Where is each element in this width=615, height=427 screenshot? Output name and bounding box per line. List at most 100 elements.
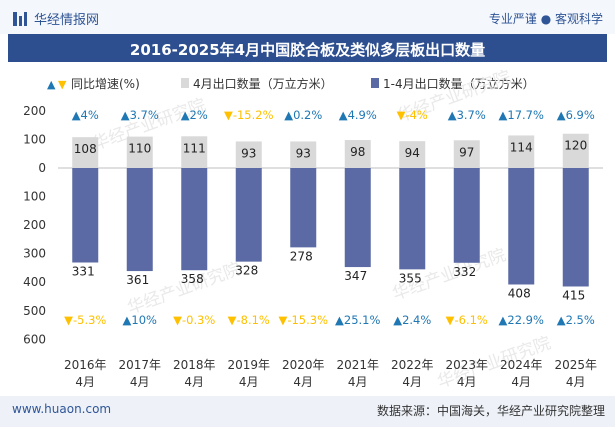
april-bar: [126, 136, 153, 168]
x-category-label: 2022年: [391, 358, 434, 372]
x-category-label: 2025年: [554, 358, 597, 372]
cumulative-value-label: 408: [508, 286, 531, 300]
april-bar: [181, 136, 208, 168]
april-bar: [562, 133, 589, 168]
legend-april-swatch: [181, 78, 189, 88]
cumulative-bar: [181, 168, 208, 271]
legend-april-label: 4月出口数量（万立方米）: [193, 76, 333, 91]
growth-april-label: ▲3.7%: [448, 108, 486, 122]
cumulative-bar: [290, 168, 317, 248]
legend-up-triangle: ▲: [47, 78, 56, 91]
cumulative-value-label: 328: [235, 264, 258, 278]
growth-april-label: ▲2%: [181, 108, 208, 122]
cumulative-bar: [562, 168, 589, 287]
cumulative-value-label: 332: [453, 265, 476, 279]
y-tick-label: 400: [23, 275, 46, 289]
y-tick-label: 200: [23, 104, 46, 118]
x-category-label: 4月: [402, 375, 422, 389]
april-value-label: 120: [564, 139, 587, 153]
growth-april-label: ▲4.9%: [339, 108, 377, 122]
x-category-label: 2020年: [282, 358, 325, 372]
x-category-label: 4月: [184, 375, 204, 389]
april-value-label: 108: [74, 142, 97, 156]
x-category-label: 4月: [239, 375, 259, 389]
cumulative-bar: [72, 168, 99, 263]
growth-april-label: ▲3.7%: [121, 108, 159, 122]
x-category-label: 4月: [348, 375, 368, 389]
cumulative-value-label: 278: [290, 249, 313, 263]
growth-april-label: ▼-4%: [397, 108, 428, 122]
growth-cumulative-label: ▲10%: [123, 313, 157, 327]
legend-growth-label: 同比增速(%): [71, 77, 140, 91]
x-category-label: 4月: [511, 375, 531, 389]
y-tick-label: 0: [38, 161, 46, 175]
cumulative-value-label: 415: [562, 288, 585, 302]
growth-cumulative-label: ▼-15.3%: [278, 313, 328, 327]
april-bar: [290, 141, 317, 168]
growth-cumulative-label: ▼-6.1%: [446, 313, 488, 327]
x-category-label: 4月: [293, 375, 313, 389]
data-source: 数据来源：中国海关，华经产业研究院整理: [376, 404, 605, 418]
april-bar: [453, 140, 480, 168]
april-value-label: 110: [128, 142, 151, 156]
cumulative-value-label: 355: [399, 271, 422, 285]
growth-cumulative-label: ▲25.1%: [335, 313, 380, 327]
april-value-label: 97: [459, 145, 474, 159]
legend-cumulative-swatch: [371, 78, 379, 88]
y-tick-label: 500: [23, 304, 46, 318]
x-category-label: 2016年: [64, 358, 107, 372]
april-value-label: 93: [296, 146, 311, 160]
growth-april-label: ▲0.2%: [284, 108, 322, 122]
legend-down-triangle: ▼: [58, 78, 67, 91]
x-category-label: 2024年: [500, 358, 543, 372]
cumulative-bar: [508, 168, 535, 285]
legend-cumulative-label: 1-4月出口数量（万立方米）: [383, 76, 535, 91]
growth-april-label: ▼-15.2%: [224, 108, 274, 122]
x-category-label: 2021年: [336, 358, 379, 372]
chart-area: ▲ ▼ 同比增速(%) 4月出口数量（万立方米） 1-4月出口数量（万立方米） 200 10…: [23, 67, 603, 393]
y-tick-label: 100: [23, 132, 46, 146]
y-tick-label: 100: [23, 190, 46, 204]
growth-cumulative-label: ▲2.4%: [393, 313, 431, 327]
logo: 华经情报网: [13, 9, 99, 28]
top-bar: 华经情报网 专业严谨 ● 客观科学: [0, 0, 615, 34]
footer: www.huaon.com 数据来源：中国海关，华经产业研究院整理: [0, 396, 615, 427]
april-value-label: 114: [510, 140, 533, 154]
chart-title: 2016-2025年4月中国胶合板及类似多层板出口数量: [129, 41, 486, 59]
cumulative-value-label: 358: [181, 272, 204, 286]
growth-cumulative-label: ▼-0.3%: [173, 313, 215, 327]
x-category-label: 4月: [566, 375, 586, 389]
april-value-label: 98: [350, 145, 365, 159]
y-tick-label: 600: [23, 332, 46, 346]
growth-cumulative-label: ▼-5.3%: [64, 313, 106, 327]
cumulative-value-label: 347: [344, 269, 367, 283]
x-category-label: 2017年: [118, 358, 161, 372]
april-value-label: 94: [405, 146, 420, 160]
cumulative-bar: [344, 168, 371, 268]
growth-cumulative-label: ▲2.5%: [557, 313, 595, 327]
x-category-label: 4月: [457, 375, 477, 389]
cumulative-value-label: 361: [126, 273, 149, 287]
growth-april-label: ▲17.7%: [499, 108, 544, 122]
x-category-label: 2018年: [173, 358, 216, 372]
april-bar: [344, 140, 371, 168]
growth-april-label: ▲6.9%: [557, 108, 595, 122]
april-value-label: 111: [183, 141, 206, 155]
y-tick-label: 200: [23, 218, 46, 232]
x-category-label: 4月: [75, 375, 95, 389]
y-tick-label: 300: [23, 247, 46, 261]
april-bar: [72, 137, 99, 168]
growth-cumulative-label: ▼-8.1%: [228, 313, 270, 327]
cumulative-bar: [399, 168, 426, 270]
cumulative-value-label: 331: [72, 265, 95, 279]
cumulative-bar: [453, 168, 480, 263]
x-category-label: 4月: [130, 375, 150, 389]
cumulative-bar: [126, 168, 153, 272]
growth-april-label: ▲4%: [72, 108, 99, 122]
x-category-label: 2023年: [445, 358, 488, 372]
april-value-label: 93: [241, 146, 256, 160]
april-bar: [235, 141, 262, 168]
cumulative-bar: [235, 168, 262, 262]
logo-text: 华经情报网: [34, 13, 100, 28]
